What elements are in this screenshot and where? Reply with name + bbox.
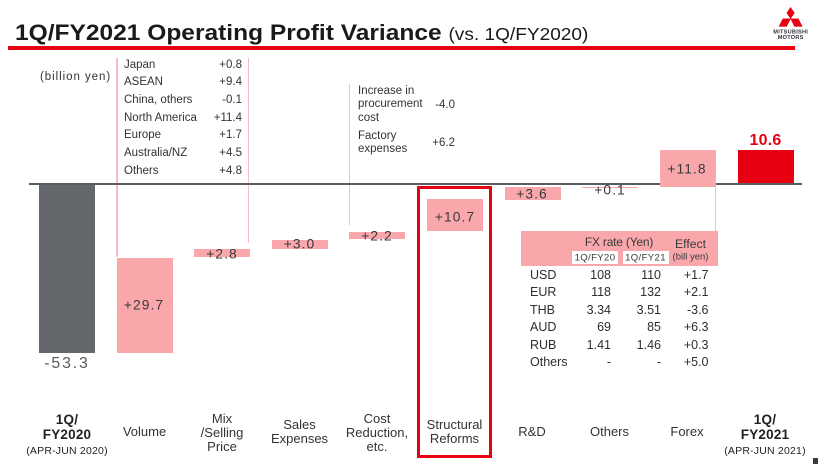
- svg-text:MITSUBISHI: MITSUBISHI: [773, 29, 808, 35]
- svg-text:MOTORS: MOTORS: [778, 35, 804, 41]
